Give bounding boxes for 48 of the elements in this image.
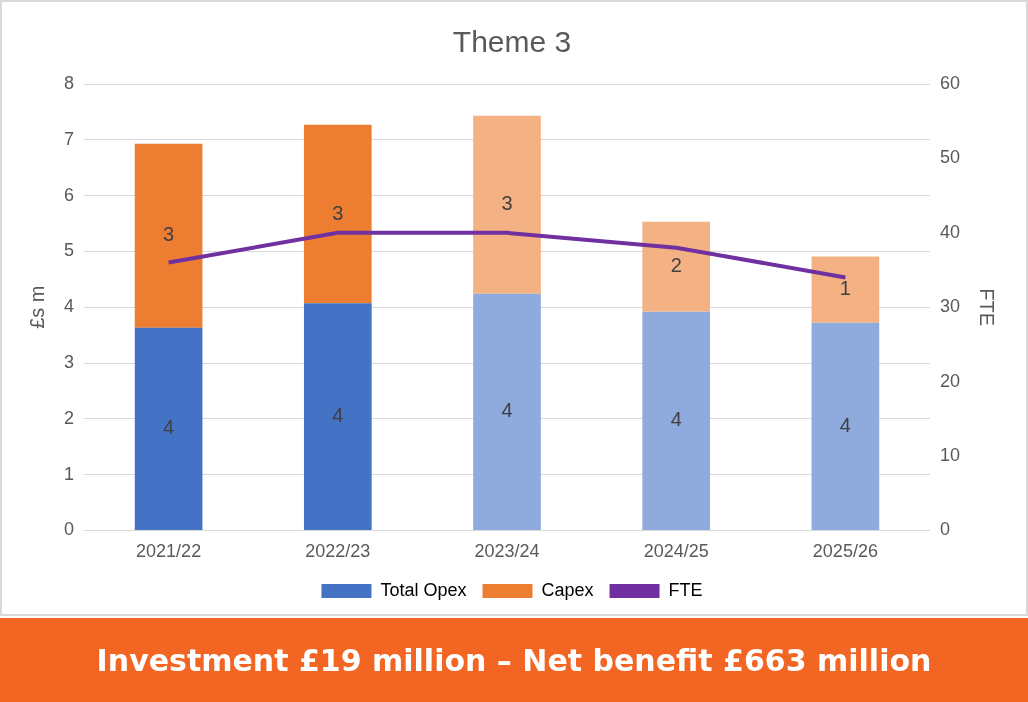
y2-tick-label: 50 <box>939 147 961 168</box>
y-tick-label: 2 <box>64 407 75 428</box>
data-label: 4 <box>332 404 344 427</box>
x-tick-label: 2022/23 <box>305 541 371 562</box>
legend-label: Total Opex <box>380 579 467 600</box>
bar <box>473 293 541 530</box>
data-label: 3 <box>163 223 175 246</box>
y2-tick-label: 10 <box>939 444 961 465</box>
x-tick-label: 2021/22 <box>136 541 202 562</box>
y2-tick-label: 60 <box>939 72 961 93</box>
y-tick-label: 7 <box>64 128 75 149</box>
y-axis-title: £s m <box>25 285 48 329</box>
bar <box>134 143 203 328</box>
bar <box>473 115 541 294</box>
bar <box>811 322 880 530</box>
y2-tick-label: 20 <box>939 370 961 391</box>
y-tick-label: 4 <box>64 296 75 317</box>
bar <box>642 221 711 312</box>
y-tick-label: 3 <box>64 351 75 372</box>
chart-title: Theme 3 <box>452 25 572 59</box>
bar <box>303 124 372 304</box>
data-label: 3 <box>332 201 344 224</box>
x-tick-label: 2025/26 <box>812 541 878 562</box>
bar <box>134 327 203 530</box>
bar <box>642 311 711 530</box>
legend-label: FTE <box>668 579 703 600</box>
bar <box>303 303 372 530</box>
legend-label: Capex <box>541 579 594 600</box>
x-tick-label: 2023/24 <box>474 541 540 562</box>
data-label: 3 <box>501 192 513 215</box>
y-tick-label: 0 <box>64 519 75 540</box>
y2-tick-label: 30 <box>939 296 961 317</box>
data-label: 4 <box>163 416 175 439</box>
y2-axis-title: FTE <box>976 288 999 327</box>
bar <box>811 256 880 323</box>
text: Investment £19 million – Net benefit £663 million <box>0 618 1028 702</box>
y2-tick-label: 0 <box>939 519 950 540</box>
y2-tick-label: 40 <box>939 221 961 242</box>
y-tick-label: 1 <box>64 463 75 484</box>
data-label: 4 <box>670 408 682 431</box>
data-label: 1 <box>839 277 851 300</box>
y-tick-label: 8 <box>64 72 75 93</box>
data-label: 4 <box>839 413 851 436</box>
y-tick-label: 6 <box>64 184 75 205</box>
y-tick-label: 5 <box>64 240 75 261</box>
data-label: 4 <box>501 399 513 422</box>
x-tick-label: 2024/25 <box>643 541 709 562</box>
data-label: 2 <box>670 254 682 277</box>
